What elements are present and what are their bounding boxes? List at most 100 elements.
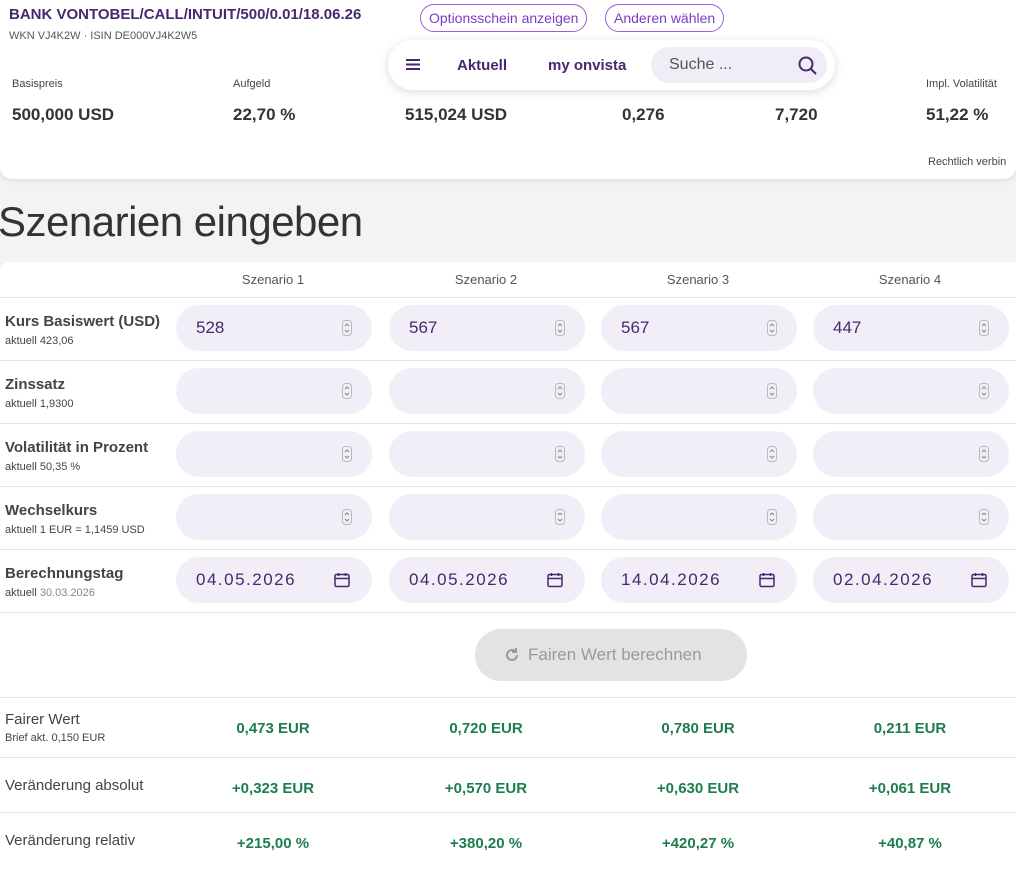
date-input[interactable]: 02.04.2026 [813, 557, 1009, 603]
spinner-icon[interactable] [979, 509, 989, 525]
search-icon[interactable] [798, 56, 817, 75]
show-warrant-button[interactable]: Optionsschein anzeigen [420, 4, 588, 32]
legal-note[interactable]: Rechtlich verbin [928, 156, 1007, 168]
date-input[interactable]: 04.05.2026 [389, 557, 585, 603]
spinner-icon[interactable] [555, 320, 565, 336]
spinner-icon[interactable] [342, 320, 352, 336]
number-input[interactable]: 567 [389, 305, 585, 351]
number-input[interactable] [813, 368, 1009, 414]
number-input[interactable] [813, 494, 1009, 540]
stat-value: 22,70 % [233, 105, 296, 124]
nav-link[interactable]: my onvista [548, 57, 627, 74]
row-divider [0, 757, 1016, 758]
number-input[interactable] [176, 431, 372, 477]
row-divider [0, 297, 1016, 298]
spinner-icon[interactable] [767, 509, 777, 525]
scenario-header: Szenario 3 [666, 272, 730, 287]
stat-value: 0,276 [622, 105, 665, 124]
stat-value: 500,000 USD [12, 105, 115, 124]
result-label: Veränderung relativ [5, 832, 136, 849]
spinner-icon[interactable] [979, 446, 989, 462]
date-input[interactable]: 04.05.2026 [176, 557, 372, 603]
row-note: aktuell 1,9300 [5, 398, 74, 410]
spinner-icon[interactable] [767, 383, 777, 399]
spinner-icon[interactable] [979, 320, 989, 336]
scenario-table: Szenario 1 Szenario 2 Szenario 3 Szenario 4… [0, 262, 1016, 882]
result-note: Brief akt. 0,150 EUR [5, 732, 106, 744]
input-value: 567 [621, 318, 650, 337]
result-value: +0,323 EUR [231, 780, 315, 797]
row-label: Wechselkurs [5, 502, 98, 519]
button-label: Fairen Wert berechnen [528, 645, 702, 664]
result-value: +420,27 % [661, 835, 735, 852]
result-value: 0,211 EUR [873, 720, 947, 737]
scenario-header: Szenario 2 [454, 272, 518, 287]
row-label: Berechnungstag [5, 565, 124, 582]
result-label: Veränderung absolut [5, 777, 144, 794]
row-note: aktuell 1 EUR = 1,1459 USD [5, 524, 145, 536]
spinner-icon[interactable] [979, 383, 989, 399]
number-input[interactable] [389, 431, 585, 477]
refresh-icon [506, 648, 518, 661]
number-input[interactable] [601, 494, 797, 540]
input-value: 447 [833, 318, 862, 337]
spinner-icon[interactable] [555, 383, 565, 399]
spinner-icon[interactable] [342, 509, 352, 525]
number-input[interactable] [813, 431, 1009, 477]
result-value: +40,87 % [878, 835, 942, 852]
calendar-icon[interactable] [971, 572, 987, 588]
number-input[interactable] [389, 494, 585, 540]
row-label: Kurs Basiswert (USD) [5, 313, 161, 330]
result-value: +380,20 % [449, 835, 523, 852]
row-divider [0, 812, 1016, 813]
spinner-icon[interactable] [767, 446, 777, 462]
number-input[interactable]: 528 [176, 305, 372, 351]
row-note: aktuell 50,35 % [5, 461, 81, 473]
spinner-icon[interactable] [555, 446, 565, 462]
choose-other-button[interactable]: Anderen wählen [605, 4, 725, 32]
scenario-header: Szenario 4 [878, 272, 942, 287]
calendar-icon[interactable] [334, 572, 350, 588]
number-input[interactable]: 567 [601, 305, 797, 351]
row-note: aktuell 423,06 [5, 335, 74, 347]
row-label: Zinssatz [5, 376, 66, 393]
section-title: Szenarien eingeben [0, 198, 363, 245]
stat-value: 51,22 % [926, 105, 989, 124]
input-date: 04.05.2026 [196, 570, 297, 589]
search-field[interactable]: Suche ... [651, 47, 827, 83]
header-card: BANK VONTOBEL/CALL/INTUIT/500/0.01/18.06… [0, 0, 1016, 179]
input-date: 04.05.2026 [409, 570, 510, 589]
spinner-icon[interactable] [342, 383, 352, 399]
spinner-icon[interactable] [342, 446, 352, 462]
date-input[interactable]: 14.04.2026 [601, 557, 797, 603]
calculate-button[interactable]: Fairen Wert berechnen [475, 629, 747, 681]
menu-icon[interactable] [405, 58, 421, 71]
row-divider [0, 697, 1016, 698]
number-input[interactable] [389, 368, 585, 414]
spinner-icon[interactable] [555, 509, 565, 525]
result-value: +0,630 EUR [656, 780, 740, 797]
number-input[interactable] [176, 494, 372, 540]
number-input[interactable]: 447 [813, 305, 1009, 351]
row-divider [0, 612, 1016, 613]
row-divider [0, 549, 1016, 550]
stat-value: 515,024 USD [405, 105, 508, 124]
input-date: 02.04.2026 [833, 570, 934, 589]
calendar-icon[interactable] [759, 572, 775, 588]
result-value: 0,720 EUR [449, 720, 523, 737]
number-input[interactable] [601, 431, 797, 477]
nav-link[interactable]: Aktuell [457, 57, 508, 74]
row-divider [0, 486, 1016, 487]
number-input[interactable] [601, 368, 797, 414]
product-ids: WKN VJ4K2W · ISIN DE000VJ4K2W5 [9, 30, 198, 42]
result-value: +0,570 EUR [444, 780, 528, 797]
calendar-icon[interactable] [547, 572, 563, 588]
input-value: 528 [196, 318, 225, 337]
row-label: Volatilität in Prozent [5, 439, 149, 456]
result-value: +0,061 EUR [868, 780, 952, 797]
stat-label: Impl. Volatilität [926, 78, 997, 90]
result-value: +215,00 % [236, 835, 310, 852]
spinner-icon[interactable] [767, 320, 777, 336]
number-input[interactable] [176, 368, 372, 414]
